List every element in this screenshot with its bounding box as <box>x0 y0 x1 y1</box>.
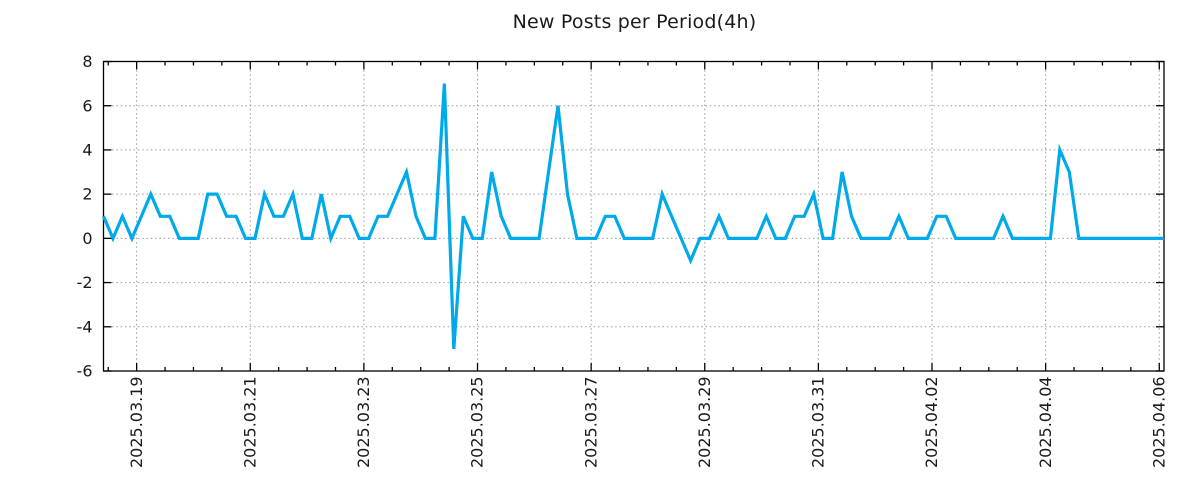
svg-text:2025.03.23: 2025.03.23 <box>354 376 373 468</box>
svg-text:0: 0 <box>82 229 92 248</box>
svg-text:2025.04.02: 2025.04.02 <box>922 376 941 468</box>
svg-text:-2: -2 <box>77 273 93 292</box>
svg-text:2025.03.29: 2025.03.29 <box>695 376 714 468</box>
grid-lines <box>103 61 1164 371</box>
y-tick-labels: 8 6 4 2 0 -2 -4 -6 <box>77 52 93 381</box>
svg-text:-4: -4 <box>77 317 93 336</box>
svg-text:4: 4 <box>82 141 92 160</box>
svg-text:-6: -6 <box>77 362 93 381</box>
svg-text:2025.03.25: 2025.03.25 <box>468 376 487 468</box>
svg-text:6: 6 <box>82 96 92 115</box>
tick-marks <box>103 60 1164 372</box>
svg-text:2025.04.06: 2025.04.06 <box>1149 376 1168 468</box>
svg-text:2: 2 <box>82 185 92 204</box>
x-tick-labels: 2025.03.19 2025.03.21 2025.03.23 2025.03.25… <box>127 376 1169 468</box>
chart-title: New Posts per Period(4h) <box>512 11 757 33</box>
svg-text:2025.04.04: 2025.04.04 <box>1036 376 1055 468</box>
svg-text:2025.03.19: 2025.03.19 <box>127 376 146 468</box>
plot-border <box>102 60 1165 372</box>
svg-text:2025.03.31: 2025.03.31 <box>809 376 828 468</box>
svg-text:2025.03.21: 2025.03.21 <box>240 376 259 468</box>
svg-text:2025.03.27: 2025.03.27 <box>581 376 600 468</box>
series-line <box>102 83 1164 350</box>
svg-text:8: 8 <box>82 52 92 71</box>
